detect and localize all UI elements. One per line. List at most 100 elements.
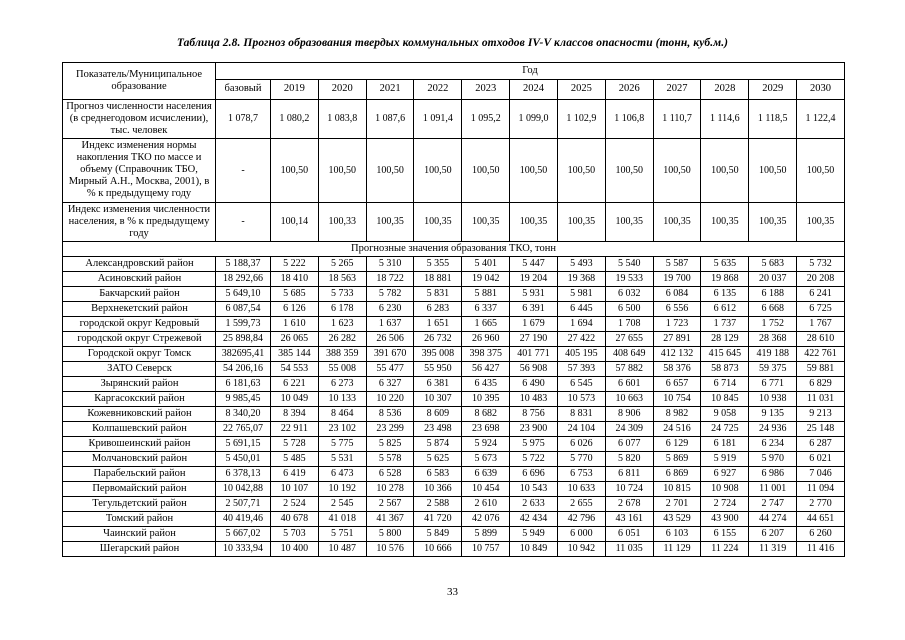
value-cell: 100,35 [700,201,750,242]
value-cell: 1 623 [317,315,367,332]
value-cell: 10 724 [604,480,654,497]
value-cell: 6 234 [748,435,798,452]
value-cell: 18 410 [270,270,319,287]
value-cell: 11 031 [796,390,845,407]
value-cell: 23 102 [317,420,367,437]
value-cell: 19 868 [700,270,750,287]
value-cell: 408 649 [604,345,654,362]
value-cell: 100,35 [509,201,558,242]
value-cell: 43 161 [604,510,654,527]
year-column-header: 2028 [700,79,750,100]
value-cell: 6 435 [461,375,511,392]
value-cell: 10 220 [365,390,415,407]
value-cell: 10 543 [509,480,558,497]
value-cell: 10 633 [556,480,606,497]
value-cell: 100,35 [652,201,702,242]
value-cell: 5 691,15 [215,435,271,452]
row-label: Молчановский район [62,450,216,467]
value-cell: 11 416 [796,540,845,557]
value-cell: 8 982 [652,405,702,422]
value-cell: 5 732 [796,255,845,272]
value-cell: 419 188 [748,345,798,362]
value-cell: 6 135 [700,285,750,302]
value-cell: 5 447 [509,255,558,272]
value-cell: 22 911 [270,420,319,437]
value-cell: 22 765,07 [215,420,271,437]
value-cell: 6 051 [604,525,654,542]
value-cell: 10 049 [270,390,319,407]
value-cell: 25 898,84 [215,330,271,347]
district-row: Кривошеинский район 5 691,15 5 728 5 775 5 8… [62,435,845,452]
value-cell: 100,33 [317,201,367,242]
value-cell: 26 282 [317,330,367,347]
value-cell: 422 761 [796,345,845,362]
value-cell: 43 900 [700,510,750,527]
value-cell: 5 919 [700,450,750,467]
value-cell: 2 701 [652,495,702,512]
section-header: Прогнозные значения образования ТКО, тон… [62,240,845,257]
row-label: городской округ Кедровый [62,315,216,332]
value-cell: 2 633 [509,495,558,512]
value-cell: 100,50 [365,138,415,203]
value-cell: 1 080,2 [270,98,319,140]
value-cell: 6 869 [652,465,702,482]
row-label: Томский район [62,510,216,527]
district-row: Кожевниковский район 8 340,20 8 394 8 464 8 … [62,405,845,422]
row-label: Кривошеинский район [62,435,216,452]
value-cell: 10 815 [652,480,702,497]
value-cell: 23 698 [461,420,511,437]
value-cell: 6 986 [748,465,798,482]
value-cell: 10 663 [604,390,654,407]
value-cell: 6 084 [652,285,702,302]
value-cell: 11 224 [700,540,750,557]
row-label: Тегульдетский район [62,495,216,512]
value-cell: 10 483 [509,390,558,407]
row-label: Городской округ Томск [62,345,216,362]
value-cell: 23 900 [509,420,558,437]
row-label: Индекс изменения нормы накопления ТКО по… [62,138,216,203]
value-cell: 1 091,4 [413,98,463,140]
value-cell: 5 733 [317,285,367,302]
value-cell: 6 188 [748,285,798,302]
value-cell: 20 037 [748,270,798,287]
value-cell: 41 367 [365,510,415,527]
value-cell: 6 155 [700,525,750,542]
value-cell: - [215,201,271,242]
value-cell: 55 950 [413,360,463,377]
value-cell: 5 770 [556,450,606,467]
value-cell: 8 682 [461,405,511,422]
value-cell: 5 881 [461,285,511,302]
value-cell: 11 129 [652,540,702,557]
value-cell: 5 310 [365,255,415,272]
value-cell: 5 931 [509,285,558,302]
value-cell: 56 427 [461,360,511,377]
value-cell: 6 287 [796,435,845,452]
value-cell: 10 576 [365,540,415,557]
value-cell: 5 751 [317,525,367,542]
value-cell: 6 927 [700,465,750,482]
value-cell: 8 464 [317,405,367,422]
value-cell: 6 545 [556,375,606,392]
row-label: Шегарский район [62,540,216,557]
value-cell: 6 178 [317,300,367,317]
value-cell: 1 651 [413,315,463,332]
page-number: 33 [447,586,458,598]
value-cell: 26 506 [365,330,415,347]
value-cell: 10 042,88 [215,480,271,497]
value-cell: 8 831 [556,405,606,422]
value-cell: 5 981 [556,285,606,302]
row-label: Каргасокский район [62,390,216,407]
year-column-header: 2024 [509,79,558,100]
value-cell: 55 008 [317,360,367,377]
year-column-header: базовый [215,79,271,100]
value-cell: 11 094 [796,480,845,497]
year-column-header: 2021 [365,79,415,100]
value-cell: 55 477 [365,360,415,377]
value-cell: 6 273 [317,375,367,392]
value-cell: 1 767 [796,315,845,332]
value-cell: 10 666 [413,540,463,557]
value-cell: 18 292,66 [215,270,271,287]
value-cell: 100,35 [461,201,511,242]
value-cell: 100,35 [748,201,798,242]
waste-forecast-table: Показатель/Муниципальное образование Год… [62,62,845,557]
